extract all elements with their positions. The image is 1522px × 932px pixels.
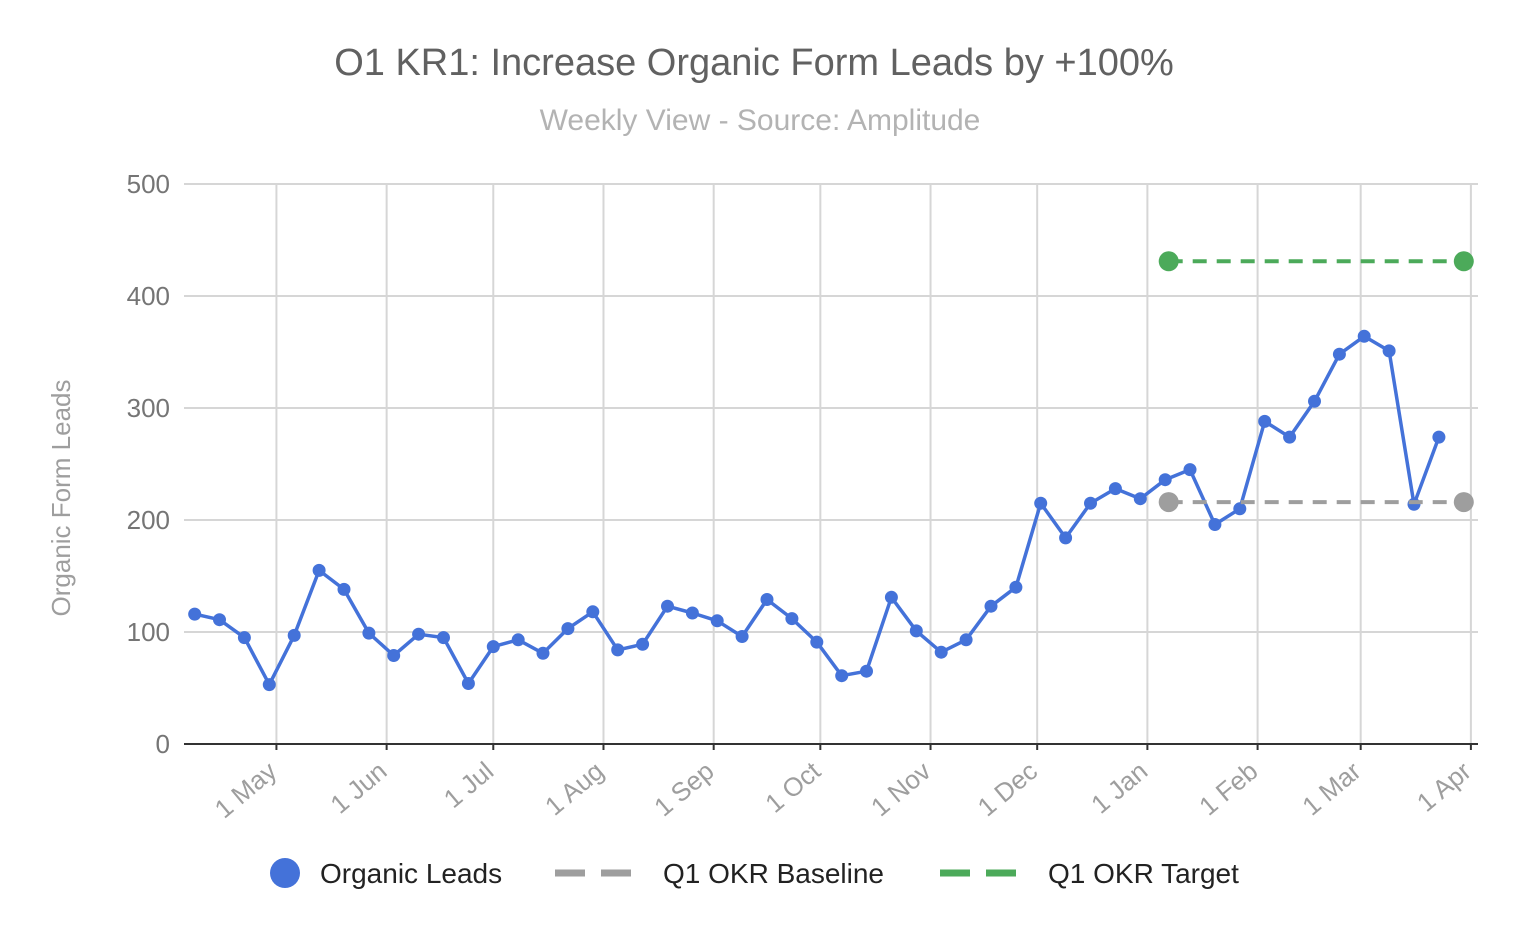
x-axis-ticks: 1 May 1 Jun 1 Jul 1 Aug 1 Sep 1 Oct 1 Nov 1 Dec… (209, 755, 1477, 824)
data-point (984, 599, 998, 613)
data-point (536, 646, 550, 660)
data-point (1208, 518, 1222, 531)
data-point (1158, 473, 1172, 487)
data-point (1308, 394, 1321, 408)
data-point (860, 664, 873, 678)
data-point (486, 640, 500, 654)
data-point (188, 607, 202, 621)
data-point (387, 649, 401, 662)
y-tick-label: 200 (127, 505, 170, 535)
data-point (1382, 344, 1396, 358)
data-point (1332, 347, 1346, 361)
data-point (1158, 251, 1179, 272)
data-point (1453, 251, 1474, 272)
data-point (1084, 496, 1097, 510)
data-point (1183, 463, 1197, 477)
data-point (611, 643, 625, 657)
data-point (412, 627, 426, 641)
series-2 (1158, 251, 1474, 272)
y-tick-label: 500 (127, 169, 170, 199)
data-point (1009, 580, 1023, 594)
x-tick-label: 1 Jan (1085, 756, 1153, 820)
data-point (1108, 482, 1122, 496)
data-point (1158, 492, 1179, 513)
x-tick-label: 1 Sep (648, 756, 719, 823)
x-tick-label: 1 Feb (1193, 756, 1263, 822)
data-point (262, 678, 276, 692)
x-tick-label: 1 Oct (759, 755, 826, 818)
series-0 (188, 329, 1446, 692)
data-point (586, 605, 600, 619)
y-tick-label: 400 (127, 281, 170, 311)
y-tick-label: 0 (156, 729, 170, 759)
y-tick-label: 300 (127, 393, 170, 423)
data-point (685, 606, 699, 620)
data-point (735, 630, 749, 643)
data-point (636, 637, 650, 651)
data-point (934, 645, 948, 659)
data-point (1407, 497, 1421, 511)
data-point (561, 622, 575, 636)
x-tick-label: 1 Nov (865, 756, 936, 823)
legend-item: Q1 OKR Baseline (555, 858, 884, 889)
data-point (337, 582, 351, 596)
x-tick-label: 1 Aug (539, 756, 609, 822)
x-tick-label: 1 Mar (1296, 755, 1366, 821)
data-point (785, 612, 799, 626)
data-point (1034, 496, 1048, 510)
data-point (1258, 414, 1272, 428)
grid-lines (184, 183, 1478, 750)
data-point (1233, 502, 1247, 516)
data-point (213, 613, 226, 627)
x-tick-label: 1 Jul (438, 756, 499, 814)
chart-subtitle: Weekly View - Source: Amplitude (540, 104, 981, 137)
data-point (760, 593, 774, 606)
y-axis-label: Organic Form Leads (46, 380, 76, 617)
legend-marker (270, 858, 300, 888)
data-point (237, 631, 251, 645)
chart-title: O1 KR1: Increase Organic Form Leads by +… (334, 42, 1174, 84)
data-point (1133, 492, 1147, 506)
data-point (909, 624, 923, 638)
legend-label: Organic Leads (320, 858, 502, 889)
legend-label: Q1 OKR Baseline (663, 858, 884, 889)
legend-item: Organic Leads (270, 858, 502, 889)
data-point (710, 614, 724, 628)
data-point (884, 590, 898, 604)
data-point (1283, 430, 1297, 444)
x-tick-label: 1 Dec (972, 756, 1043, 823)
data-point (835, 669, 849, 683)
data-point (1357, 329, 1371, 343)
data-point (437, 631, 450, 645)
y-axis-ticks: 0 100 200 300 400 500 (127, 169, 170, 759)
series-1 (1158, 492, 1474, 513)
data-point (362, 626, 376, 640)
data-point (461, 677, 475, 690)
data-point (959, 633, 973, 647)
x-tick-label: 1 Apr (1411, 755, 1477, 817)
data-point (1432, 430, 1446, 444)
data-point (511, 633, 525, 647)
data-point (312, 563, 326, 577)
y-tick-label: 100 (127, 617, 170, 647)
legend-label: Q1 OKR Target (1048, 858, 1239, 889)
legend: Organic Leads Q1 OKR Baseline Q1 OKR Targe… (270, 858, 1239, 889)
data-point (1453, 492, 1474, 513)
data-point (1059, 531, 1073, 545)
data-point (287, 628, 301, 642)
x-tick-label: 1 May (209, 756, 283, 824)
x-tick-label: 1 Jun (324, 756, 392, 820)
legend-item: Q1 OKR Target (940, 858, 1239, 889)
plot-area (188, 251, 1474, 692)
data-point (810, 635, 824, 649)
data-point (661, 599, 674, 613)
